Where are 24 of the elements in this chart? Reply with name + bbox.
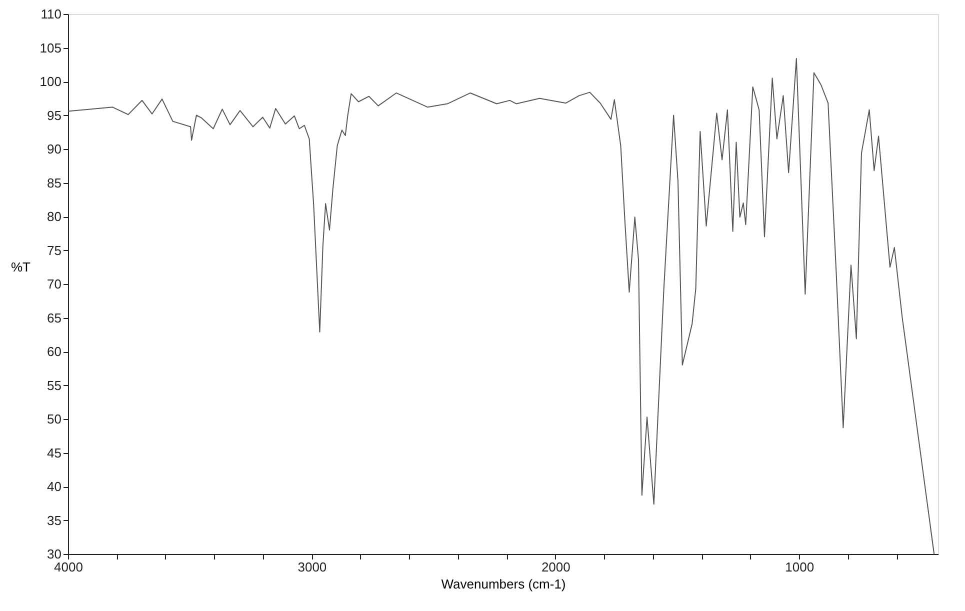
y-tick-label: 90 xyxy=(47,142,62,156)
x-tick-label: 3000 xyxy=(298,560,327,574)
y-tick-label: 65 xyxy=(47,310,62,326)
line-series xyxy=(68,58,935,554)
y-tick-label: 35 xyxy=(47,512,62,528)
x-tick-label: 4000 xyxy=(54,560,83,574)
y-tick-label: 50 xyxy=(47,412,62,426)
y-tick-label: 40 xyxy=(47,479,62,494)
y-tick-label: 75 xyxy=(47,242,62,258)
y-axis-title: %T xyxy=(11,260,31,274)
y-tick-label: 110 xyxy=(40,6,62,22)
y-tick-label: 45 xyxy=(47,445,62,460)
y-tick-label: 100 xyxy=(40,74,62,89)
y-tick-label: 105 xyxy=(40,40,62,56)
y-tick-label: 55 xyxy=(47,378,62,393)
y-tick-label: 85 xyxy=(47,175,62,190)
y-tick-label: 70 xyxy=(47,276,62,292)
y-tick-label: 95 xyxy=(47,108,62,123)
x-tick-label: 1000 xyxy=(785,560,814,574)
y-tick-label: 80 xyxy=(47,209,62,224)
y-tick-label: 60 xyxy=(47,344,62,359)
y-tick-label: 30 xyxy=(47,546,62,562)
x-axis-title: Wavenumbers (cm-1) xyxy=(441,576,566,592)
x-tick-label: 2000 xyxy=(541,560,570,574)
